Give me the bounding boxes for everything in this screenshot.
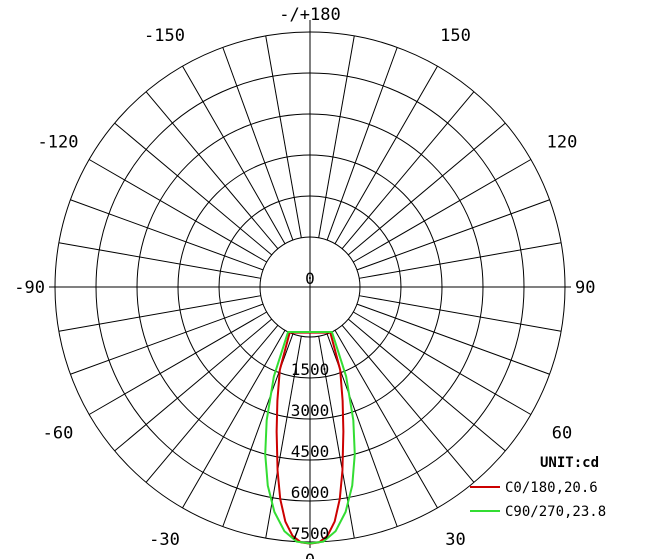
angle-label-2: 60 xyxy=(552,424,572,444)
grid-spoke-100 xyxy=(359,242,562,279)
grid-spoke-120 xyxy=(353,159,532,263)
grid-spoke-220 xyxy=(145,91,279,250)
grid-spoke-190 xyxy=(265,35,302,238)
angle-label-1: 30 xyxy=(445,530,465,550)
radial-tick-label-0: 0 xyxy=(305,269,315,288)
grid-spoke-260 xyxy=(58,242,261,279)
angle-labels: 0 30 60 90 120 150 -/+180 -150 -120 -90 -60 -30 xyxy=(14,5,595,559)
radial-labels: 0 1500 3000 4500 6000 7500 xyxy=(291,269,330,543)
grid-spoke-60 xyxy=(353,311,532,415)
grid-spoke-230 xyxy=(114,122,273,256)
grid-spoke-200 xyxy=(222,47,294,241)
radial-tick-label-5: 7500 xyxy=(291,524,330,543)
angle-label-9: -90 xyxy=(14,278,45,298)
grid-spoke-40 xyxy=(341,324,475,483)
radial-tick-label-2: 3000 xyxy=(291,401,330,420)
grid-spoke-210 xyxy=(182,65,286,244)
angle-label-3: 90 xyxy=(575,278,595,298)
angle-label-11: -30 xyxy=(149,530,180,550)
radial-tick-label-3: 4500 xyxy=(291,442,330,461)
grid-spoke-330 xyxy=(182,330,286,509)
grid-spoke-80 xyxy=(359,295,562,332)
angle-label-8: -120 xyxy=(38,133,79,153)
grid-spoke-140 xyxy=(341,91,475,250)
legend: UNIT:cd C0/180,20.6 C90/270,23.8 xyxy=(470,455,606,520)
grid-spoke-70 xyxy=(356,303,550,375)
grid-spoke-30 xyxy=(334,330,438,509)
radial-tick-label-4: 6000 xyxy=(291,483,330,502)
grid-spoke-110 xyxy=(356,199,550,271)
angle-label-10: -60 xyxy=(43,424,74,444)
grid-spoke-170 xyxy=(318,35,355,238)
grid-spoke-290 xyxy=(70,303,264,375)
grid-spoke-250 xyxy=(70,199,264,271)
grid-spoke-160 xyxy=(326,47,398,241)
angle-label-6: -/+180 xyxy=(279,5,340,25)
radial-tick-label-1: 1500 xyxy=(291,360,330,379)
angle-label-5: 150 xyxy=(440,26,471,46)
grid-spoke-320 xyxy=(145,324,279,483)
legend-label-1: C90/270,23.8 xyxy=(505,504,606,520)
series-line-1 xyxy=(264,330,356,545)
polar-grid xyxy=(49,20,571,548)
series-layer xyxy=(264,330,356,545)
grid-spoke-130 xyxy=(347,122,506,256)
grid-spoke-300 xyxy=(88,311,267,415)
grid-spoke-150 xyxy=(334,65,438,244)
grid-spoke-310 xyxy=(114,318,273,452)
angle-label-4: 120 xyxy=(547,133,578,153)
grid-spoke-240 xyxy=(88,159,267,263)
unit-label: UNIT:cd xyxy=(540,455,599,471)
angle-label-7: -150 xyxy=(144,26,185,46)
legend-label-0: C0/180,20.6 xyxy=(505,480,598,496)
grid-spoke-50 xyxy=(347,318,506,452)
angle-label-0: 0 xyxy=(305,551,315,559)
grid-spoke-280 xyxy=(58,295,261,332)
